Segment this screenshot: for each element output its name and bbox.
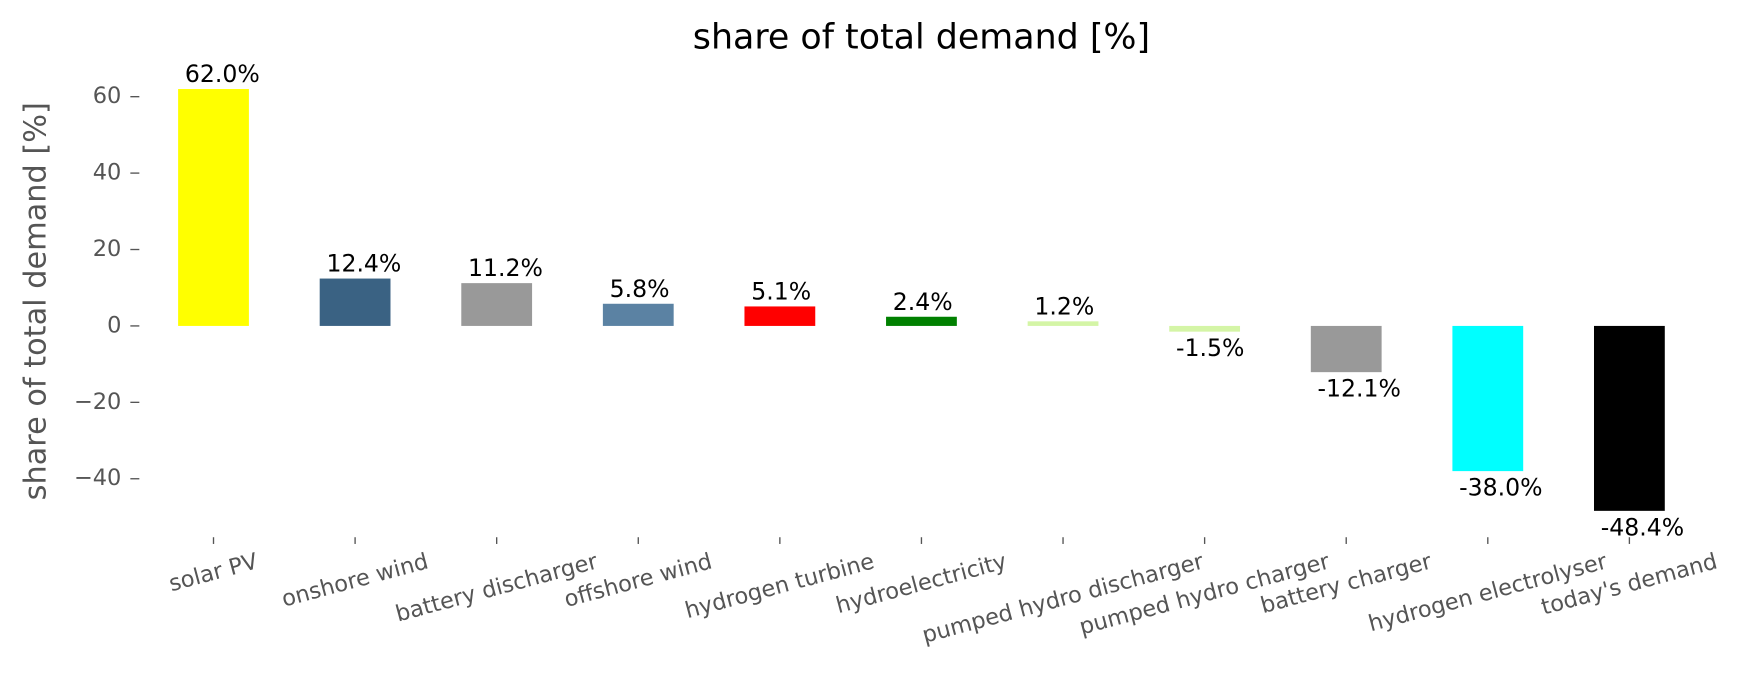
bar [602, 303, 674, 326]
y-tick-label: −40 [74, 465, 121, 491]
bar [1452, 325, 1524, 472]
x-tick-label: solar PV [166, 548, 261, 597]
value-label: 5.8% [610, 275, 670, 303]
value-label: 2.4% [893, 288, 953, 316]
value-label: 11.2% [468, 254, 543, 282]
bar [319, 278, 391, 326]
bar [1593, 325, 1665, 511]
y-tick-label: 60 [93, 83, 122, 109]
value-label: 12.4% [326, 250, 401, 278]
value-label: -48.4% [1601, 513, 1684, 541]
y-tick-label: 0 [107, 312, 121, 338]
value-label: 5.1% [751, 277, 811, 305]
bar [178, 89, 249, 326]
y-tick-label: −20 [74, 389, 121, 415]
value-label: -38.0% [1459, 474, 1542, 502]
bar [1169, 325, 1241, 332]
value-label: 1.2% [1034, 292, 1094, 320]
bar [461, 283, 533, 326]
value-label: -12.1% [1318, 375, 1401, 403]
bar [744, 306, 816, 326]
bar [886, 316, 957, 326]
y-axis-label: share of total demand [%] [19, 102, 54, 500]
bar [1027, 321, 1099, 326]
value-label: 62.0% [185, 60, 260, 88]
value-label: -1.5% [1176, 334, 1244, 362]
y-tick-label: 20 [93, 236, 122, 262]
chart-title: share of total demand [%] [693, 17, 1150, 57]
bar [1310, 325, 1382, 373]
y-tick-label: 40 [93, 160, 122, 186]
